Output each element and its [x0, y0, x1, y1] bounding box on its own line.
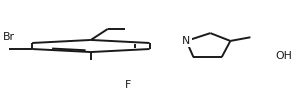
Text: N: N	[182, 36, 190, 46]
Text: Br: Br	[3, 32, 15, 42]
Text: OH: OH	[276, 51, 293, 61]
Text: F: F	[125, 80, 131, 90]
